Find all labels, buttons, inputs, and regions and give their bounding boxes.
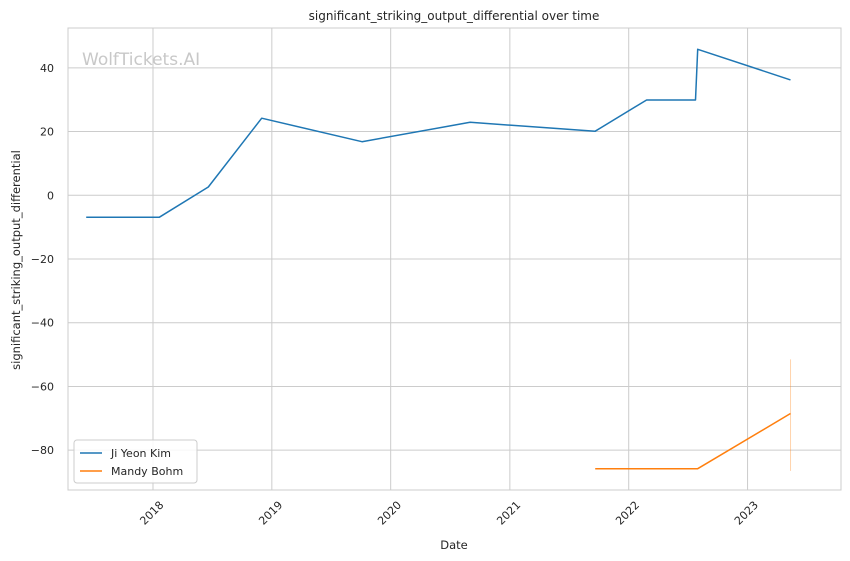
series-line-mandy-bohm — [595, 412, 791, 470]
y-tick-label: 0 — [47, 189, 54, 202]
y-tick-label: 40 — [40, 62, 54, 75]
y-tick-label: −40 — [31, 317, 54, 330]
y-tick-label: −20 — [31, 253, 54, 266]
y-tick-label: 20 — [40, 126, 54, 139]
series-group — [86, 48, 792, 471]
chart-title: significant_striking_output_differential… — [309, 9, 600, 23]
y-tick-label: −80 — [31, 444, 54, 457]
series-line-ji-yeon-kim — [86, 48, 791, 219]
legend-label-mandy-bohm: Mandy Bohm — [111, 465, 183, 478]
grid — [68, 28, 841, 490]
watermark: WolfTickets.AI — [82, 50, 200, 70]
y-tick-label: −60 — [31, 380, 54, 393]
legend-box — [73, 439, 198, 484]
x-axis-title: Date — [440, 538, 468, 552]
plot-frame — [67, 27, 842, 491]
y-axis-title: significant_striking_output_differential — [9, 150, 23, 370]
legend-label-ji-yeon-kim: Ji Yeon Kim — [110, 447, 171, 460]
y-tick-labels: −80 −60 −40 −20 0 20 40 — [31, 62, 54, 457]
legend: Ji Yeon Kim Mandy Bohm — [73, 439, 198, 484]
